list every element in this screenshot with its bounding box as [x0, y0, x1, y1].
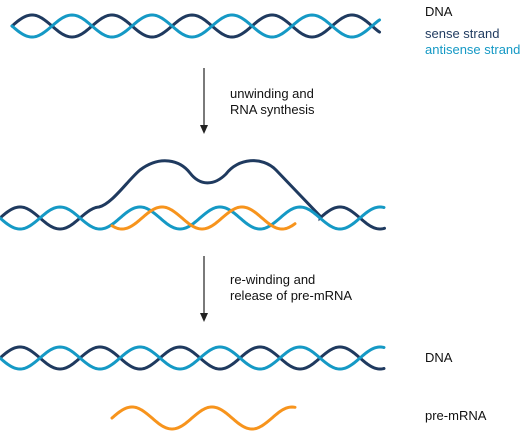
dna-title-label: DNA [425, 4, 453, 19]
dna-helix-top [10, 13, 381, 39]
step1-label-line1: unwinding and [230, 86, 314, 101]
antisense-strand-label: antisense strand [425, 42, 521, 57]
arrow-rewinding [200, 256, 208, 322]
antisense-strand-rewound [0, 345, 386, 371]
sense-strand-label: sense strand [425, 26, 500, 41]
sense-strand-unwound [0, 159, 386, 231]
step2-label-line1: re-winding and [230, 272, 316, 287]
dna-helix-bottom [0, 345, 386, 371]
sense-strand [10, 13, 381, 39]
step2-label-line2: release of pre-mRNA [230, 288, 353, 303]
arrow-unwinding [200, 68, 208, 134]
step1-label-line2: RNA synthesis [230, 102, 315, 117]
antisense-strand [10, 13, 381, 39]
dna-bottom-label: DNA [425, 350, 453, 365]
rna-strand-synthesizing [110, 205, 297, 231]
transcription-bubble [0, 159, 386, 231]
pre-mrna-label: pre-mRNA [425, 408, 487, 423]
pre-mrna-strand [110, 405, 297, 431]
